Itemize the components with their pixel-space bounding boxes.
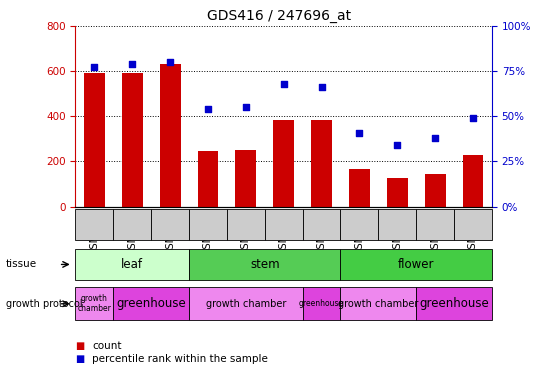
Point — [128, 61, 137, 67]
Point — [280, 81, 288, 86]
Point — [203, 106, 212, 112]
Bar — [425, 174, 446, 207]
Bar — [197, 151, 219, 207]
Text: flower: flower — [398, 258, 434, 271]
Bar — [273, 120, 294, 207]
Point — [430, 135, 439, 141]
Text: count: count — [92, 341, 122, 351]
Point — [355, 130, 364, 135]
Text: growth chamber: growth chamber — [338, 299, 419, 309]
Text: greenhouse: greenhouse — [299, 299, 344, 308]
Point — [241, 104, 250, 110]
Bar — [349, 169, 370, 207]
Bar — [387, 179, 408, 207]
Text: growth
chamber: growth chamber — [78, 294, 111, 314]
Point — [393, 142, 402, 148]
Text: growth protocol: growth protocol — [6, 299, 82, 309]
Text: greenhouse: greenhouse — [419, 297, 489, 310]
Text: growth chamber: growth chamber — [206, 299, 286, 309]
Text: tissue: tissue — [6, 259, 37, 269]
Text: percentile rank within the sample: percentile rank within the sample — [92, 354, 268, 364]
Bar — [84, 73, 105, 207]
Text: stem: stem — [250, 258, 280, 271]
Bar — [311, 120, 332, 207]
Text: ■: ■ — [75, 341, 85, 351]
Bar — [160, 64, 181, 207]
Text: ■: ■ — [75, 354, 85, 364]
Point — [317, 84, 326, 90]
Text: greenhouse: greenhouse — [116, 297, 186, 310]
Text: leaf: leaf — [121, 258, 143, 271]
Bar — [463, 155, 484, 207]
Bar — [122, 73, 143, 207]
Point — [90, 64, 99, 70]
Point — [468, 115, 477, 121]
Bar — [235, 150, 256, 207]
Point — [165, 59, 174, 65]
Text: GDS416 / 247696_at: GDS416 / 247696_at — [207, 9, 352, 23]
